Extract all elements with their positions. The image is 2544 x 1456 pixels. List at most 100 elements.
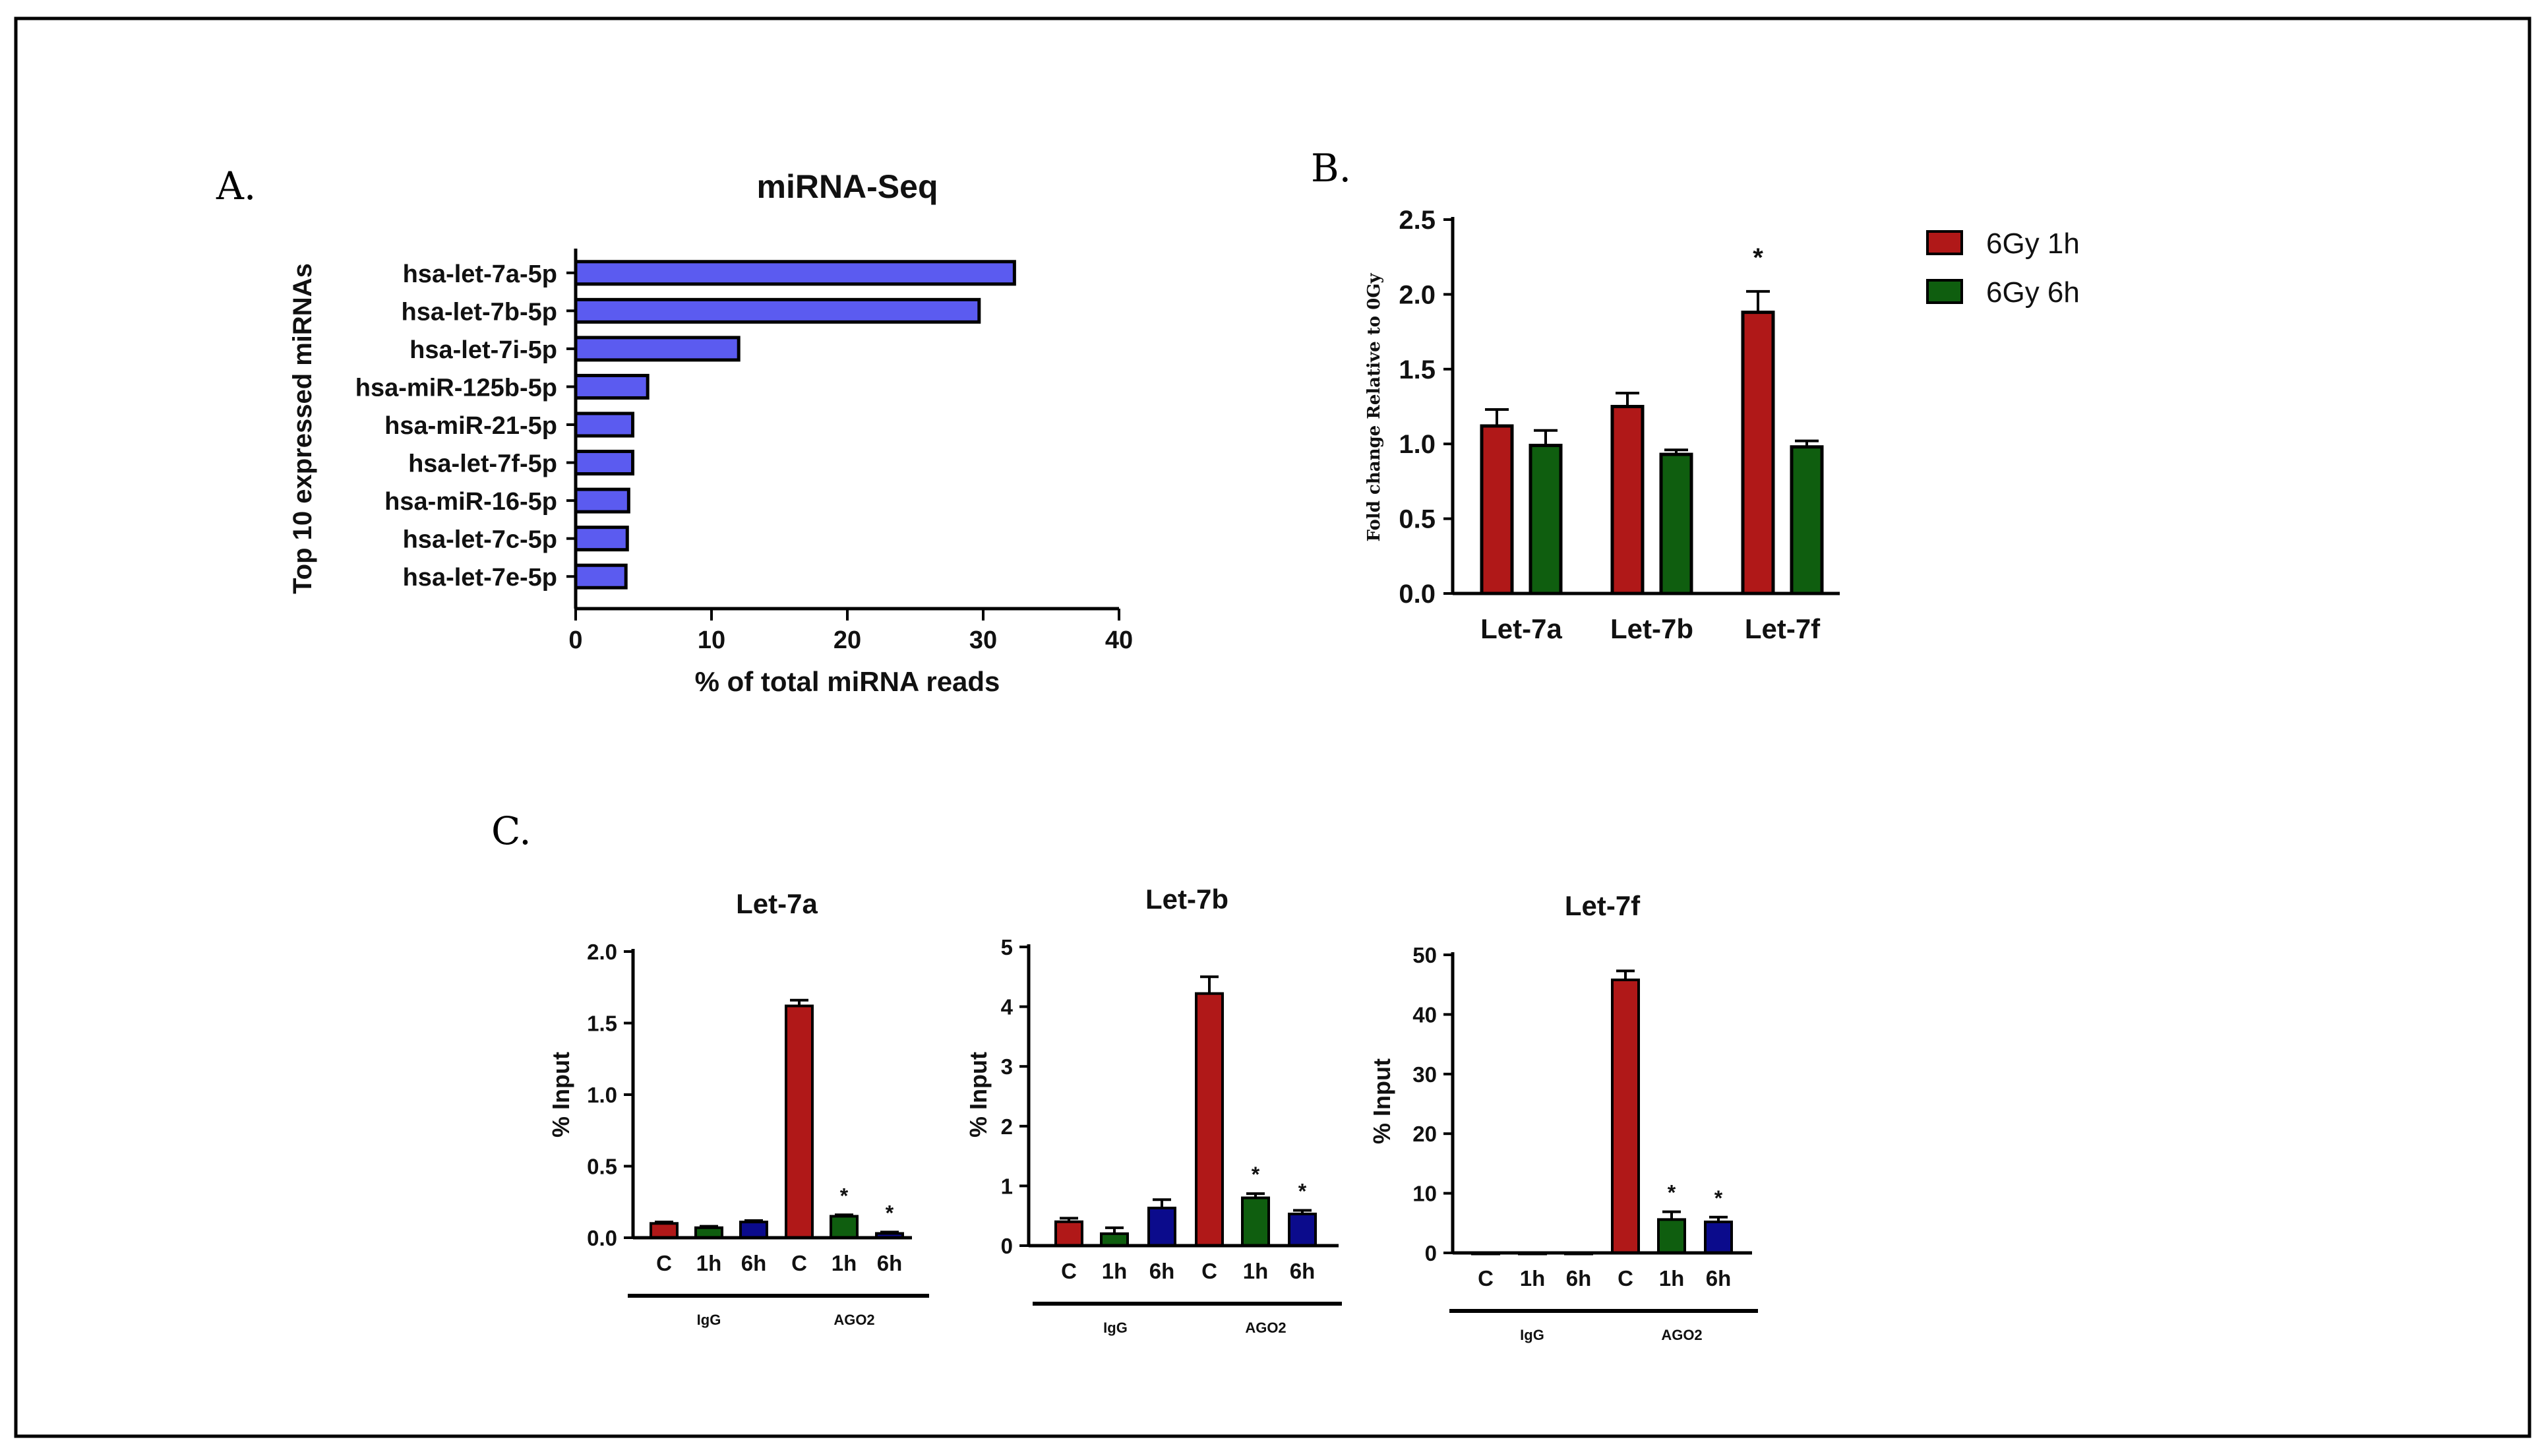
chart-a-mirna-seq: miRNA-Seq hsa-let-7a-5p hsa-let-7b-5p hsa-l… — [288, 168, 1133, 697]
panel-label-b: B. — [1311, 146, 1351, 191]
category-label: hsa-let-7e-5p — [403, 564, 557, 592]
bar — [574, 336, 741, 362]
y-tick-label: 1.5 — [587, 1012, 617, 1036]
bar — [830, 1215, 859, 1239]
x-tick-label: 0 — [568, 626, 582, 654]
bar — [1195, 992, 1224, 1247]
bar — [1790, 445, 1824, 595]
category-label: Let-7a — [1480, 613, 1562, 644]
bar — [1480, 424, 1514, 595]
significance-star: * — [1668, 1181, 1676, 1205]
legend-swatch — [1926, 230, 1963, 255]
bar — [1741, 311, 1775, 595]
y-tick-label: 3 — [1001, 1054, 1013, 1079]
y-tick-label: 20 — [1412, 1122, 1437, 1146]
y-axis-label: % Input — [965, 1052, 992, 1138]
bar — [1704, 1220, 1733, 1254]
y-tick-label: 2 — [1001, 1114, 1013, 1139]
category-label: Let-7f — [1745, 613, 1821, 644]
y-tick-label: 0 — [1001, 1234, 1013, 1258]
category-label: hsa-let-7c-5p — [403, 526, 557, 554]
bar — [739, 1221, 768, 1240]
category-label: 6h — [877, 1251, 903, 1275]
significance-star: * — [1753, 243, 1763, 272]
y-tick-label: 1.0 — [587, 1083, 617, 1107]
y-tick-label: 1 — [1001, 1174, 1013, 1198]
bar — [574, 297, 981, 324]
y-tick-label: 1.5 — [1399, 355, 1436, 384]
chart-title: Let-7f — [1565, 890, 1641, 921]
category-label: hsa-let-7i-5p — [409, 336, 557, 364]
group-label: IgG — [1520, 1327, 1544, 1343]
category-label: hsa-miR-21-5p — [384, 412, 557, 440]
y-tick-label: 40 — [1412, 1002, 1437, 1027]
category-label: hsa-let-7a-5p — [403, 260, 557, 288]
chart-c-let-7f: Let-7f 0 10 20 30 40 50 C 1h 6h C * 1h * 6h IgG AGO2 % In… — [1368, 890, 1758, 1343]
bar — [1611, 978, 1640, 1255]
category-label: 6h — [741, 1251, 767, 1275]
bar — [574, 450, 635, 476]
figure-border — [14, 16, 2531, 1438]
category-label: 1h — [1659, 1266, 1685, 1290]
bar — [1529, 443, 1563, 595]
category-label: 1h — [1520, 1266, 1546, 1290]
category-label: hsa-miR-125b-5p — [355, 374, 557, 402]
bar — [785, 1004, 814, 1239]
bar — [574, 526, 629, 552]
bar — [574, 260, 1016, 286]
category-label: hsa-let-7b-5p — [402, 298, 557, 326]
chart-a-title: miRNA-Seq — [756, 168, 938, 205]
y-tick-label: 10 — [1412, 1182, 1437, 1206]
category-label: C — [1201, 1259, 1217, 1283]
category-label: 6h — [1149, 1259, 1175, 1283]
y-tick-label: 4 — [1001, 995, 1014, 1019]
bar — [1659, 452, 1693, 595]
y-tick-label: 5 — [1001, 935, 1013, 959]
y-tick-label: 50 — [1412, 943, 1437, 967]
y-axis-label: % Input — [1368, 1058, 1395, 1144]
legend-swatch — [1926, 279, 1963, 304]
x-axis-label: % of total miRNA reads — [695, 666, 1000, 697]
group-label: AGO2 — [833, 1312, 874, 1328]
category-label: C — [1478, 1266, 1494, 1290]
category-label: C — [1618, 1266, 1633, 1290]
chart-title: Let-7b — [1145, 884, 1228, 915]
category-label: 1h — [696, 1251, 722, 1275]
group-label: IgG — [697, 1312, 721, 1328]
bar — [574, 563, 628, 590]
category-label: 6h — [1706, 1266, 1732, 1290]
group-label: AGO2 — [1245, 1320, 1286, 1336]
chart-c-let-7a: Let-7a 0.0 0.5 1.0 1.5 2.0 C 1h 6h C * 1h * 6h IgG AGO2… — [547, 888, 929, 1328]
category-label: hsa-let-7f-5p — [408, 450, 557, 478]
legend-label: 6Gy 6h — [1986, 276, 2080, 309]
category-label: Let-7b — [1610, 613, 1693, 644]
significance-star: * — [886, 1201, 894, 1225]
significance-star: * — [1298, 1180, 1307, 1203]
bar — [1610, 405, 1645, 595]
category-label: C — [1061, 1259, 1077, 1283]
category-label: 1h — [1243, 1259, 1269, 1283]
category-label: C — [656, 1251, 672, 1275]
significance-star: * — [1252, 1163, 1260, 1186]
y-axis-label: Fold change Relative to 0Gy — [1364, 273, 1384, 542]
legend-label: 6Gy 1h — [1986, 228, 2080, 260]
group-label: IgG — [1103, 1320, 1128, 1336]
y-tick-label: 2.0 — [1399, 280, 1436, 309]
bar — [574, 411, 635, 438]
category-label: 6h — [1290, 1259, 1316, 1283]
y-axis-label: % Input — [547, 1052, 574, 1138]
bar — [574, 373, 650, 400]
bar — [650, 1222, 679, 1240]
y-tick-label: 0 — [1425, 1241, 1437, 1265]
y-tick-label: 2.0 — [587, 940, 617, 964]
bar — [1054, 1220, 1083, 1248]
bar — [1147, 1206, 1176, 1247]
bar — [1100, 1232, 1129, 1248]
category-label: hsa-miR-16-5p — [384, 488, 557, 516]
y-tick-label: 0.5 — [587, 1155, 617, 1179]
x-tick-label: 10 — [698, 626, 725, 654]
x-tick-label: 40 — [1105, 626, 1133, 654]
y-tick-label: 0.5 — [1399, 505, 1436, 534]
y-tick-label: 0.0 — [587, 1226, 617, 1250]
x-tick-label: 30 — [969, 626, 997, 654]
